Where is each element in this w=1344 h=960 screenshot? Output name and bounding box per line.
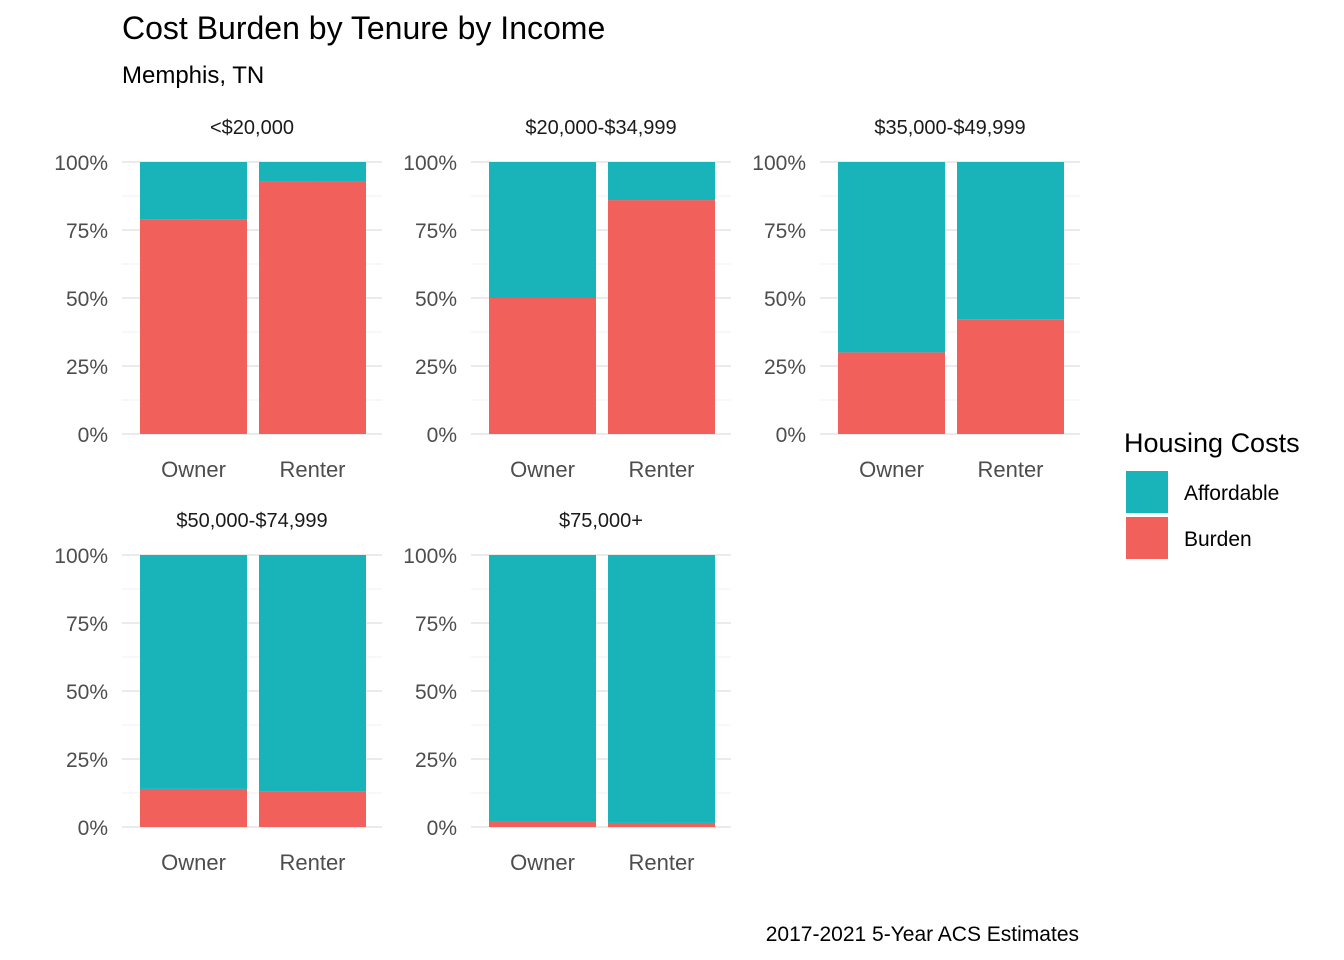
y-tick-label: 0% — [427, 817, 457, 840]
bar-segment-burden — [259, 181, 366, 434]
facet-panel: 0% 25% 50% 75% 100% Owner Renter $75,000+ — [403, 510, 731, 875]
bar-segment-burden — [838, 352, 945, 434]
x-tick-label: Owner — [510, 457, 575, 482]
legend-label: Affordable — [1184, 482, 1279, 505]
x-tick-label: Renter — [628, 850, 694, 875]
facet-title: $50,000-$74,999 — [176, 510, 327, 532]
facet-panels: 0% 25% 50% 75% 100% Owner Renter <$20,000 0% 25% 5… — [54, 117, 1080, 875]
y-tick-label: 0% — [776, 424, 806, 447]
y-tick-label: 75% — [764, 220, 806, 243]
bar-segment-affordable — [608, 555, 715, 823]
facet-title: <$20,000 — [210, 117, 294, 139]
facet-title: $20,000-$34,999 — [525, 117, 676, 139]
chart-title: Cost Burden by Tenure by Income — [122, 10, 605, 46]
legend: Housing Costs Affordable Burden — [1124, 428, 1300, 559]
x-tick-label: Owner — [510, 850, 575, 875]
y-tick-label: 75% — [66, 220, 108, 243]
y-tick-label: 75% — [415, 613, 457, 636]
bar-segment-burden — [259, 791, 366, 827]
bar-segment-burden — [140, 219, 247, 434]
y-tick-label: 0% — [78, 817, 108, 840]
y-tick-label: 100% — [752, 152, 806, 175]
y-tick-label: 25% — [415, 356, 457, 379]
y-tick-label: 75% — [415, 220, 457, 243]
chart-subtitle: Memphis, TN — [122, 62, 264, 89]
facet-panel: 0% 25% 50% 75% 100% Owner Renter $35,000-$49,99… — [752, 117, 1080, 482]
bar-segment-affordable — [140, 555, 247, 789]
y-tick-label: 100% — [54, 152, 108, 175]
y-tick-label: 0% — [78, 424, 108, 447]
y-tick-label: 25% — [66, 749, 108, 772]
x-tick-label: Renter — [279, 457, 345, 482]
chart-caption: 2017-2021 5-Year ACS Estimates — [766, 923, 1079, 946]
bar-segment-burden — [608, 200, 715, 434]
bar-segment-affordable — [838, 162, 945, 353]
x-tick-label: Owner — [161, 850, 226, 875]
y-tick-label: 50% — [764, 288, 806, 311]
y-tick-label: 50% — [66, 288, 108, 311]
x-tick-label: Renter — [628, 457, 694, 482]
legend-title: Housing Costs — [1124, 428, 1300, 458]
bar-segment-affordable — [608, 162, 715, 201]
bar-segment-affordable — [489, 162, 596, 298]
y-tick-label: 25% — [764, 356, 806, 379]
y-tick-label: 75% — [66, 613, 108, 636]
y-tick-label: 50% — [415, 681, 457, 704]
bar-segment-affordable — [259, 555, 366, 792]
facet-panel: 0% 25% 50% 75% 100% Owner Renter <$20,000 — [54, 117, 382, 482]
y-tick-label: 100% — [403, 545, 457, 568]
facet-panel: 0% 25% 50% 75% 100% Owner Renter $20,000-$34,99… — [403, 117, 731, 482]
facet-panel: 0% 25% 50% 75% 100% Owner Renter $50,000-$74,99… — [54, 510, 382, 875]
bar-segment-burden — [608, 822, 715, 827]
bar-segment-burden — [140, 788, 247, 827]
y-tick-label: 25% — [415, 749, 457, 772]
x-tick-label: Owner — [859, 457, 924, 482]
y-tick-label: 100% — [403, 152, 457, 175]
bar-segment-burden — [489, 821, 596, 827]
y-tick-label: 25% — [66, 356, 108, 379]
legend-key-burden — [1126, 517, 1168, 559]
bar-segment-affordable — [259, 162, 366, 182]
bar-segment-affordable — [489, 555, 596, 822]
bar-segment-burden — [957, 319, 1064, 434]
y-tick-label: 0% — [427, 424, 457, 447]
bar-segment-burden — [489, 298, 596, 434]
legend-key-affordable — [1126, 471, 1168, 513]
facet-title: $35,000-$49,999 — [874, 117, 1025, 139]
legend-label: Burden — [1184, 528, 1252, 551]
x-tick-label: Renter — [977, 457, 1043, 482]
y-tick-label: 50% — [66, 681, 108, 704]
x-tick-label: Renter — [279, 850, 345, 875]
bar-segment-affordable — [957, 162, 1064, 320]
bar-segment-affordable — [140, 162, 247, 220]
y-tick-label: 50% — [415, 288, 457, 311]
facet-title: $75,000+ — [559, 510, 643, 532]
y-tick-label: 100% — [54, 545, 108, 568]
x-tick-label: Owner — [161, 457, 226, 482]
